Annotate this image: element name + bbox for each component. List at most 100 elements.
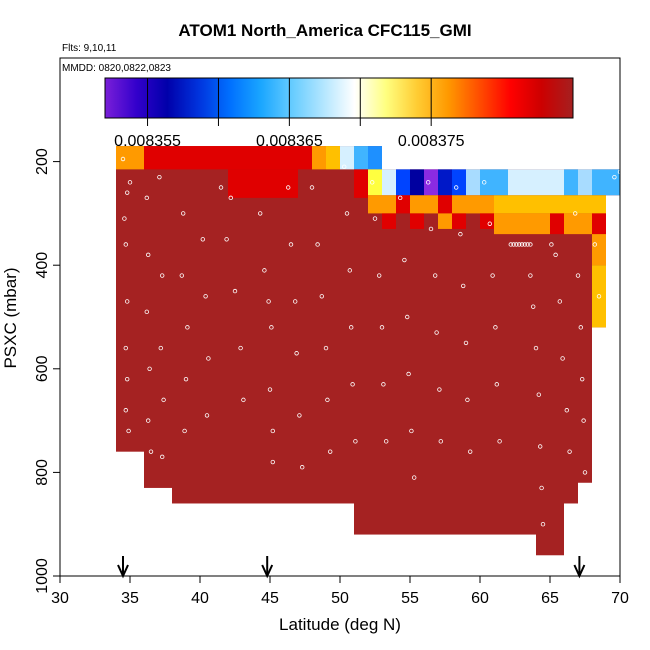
heatmap-column [424,169,438,535]
heatmap-column [494,169,508,535]
observation-point [381,382,386,387]
heatmap-cell [424,195,438,214]
observation-point [286,185,291,190]
dates-label: MMDD: 0820,0822,0823 [62,63,171,74]
observation-point [309,185,315,190]
colorbar: 0.008355 0.008365 0.008375 [104,77,574,150]
heatmap-column [368,146,382,535]
x-tick-label: 60 [471,590,489,607]
observation-point [567,449,572,454]
observation-point [433,273,438,278]
heatmap-cell [508,195,536,214]
observation-point [262,268,267,273]
heatmap-column [480,169,494,535]
observation-point [161,397,166,403]
heatmap-cell [550,195,564,214]
y-tick-label: 1000 [34,558,51,594]
observation-point [288,242,294,247]
observation-point [370,180,375,185]
observation-point [525,242,530,247]
heatmap-cell [368,169,382,196]
heatmap-cell [354,169,368,198]
observation-point [528,242,533,247]
observation-point [266,299,271,304]
observation-point [148,449,154,454]
heatmap-cell [480,169,494,196]
heatmap-cell [550,213,564,235]
heatmap-cell [452,213,466,229]
y-tick-label: 600 [34,355,51,382]
observation-point [538,444,543,449]
observation-point [517,242,522,247]
heatmap-cell [494,213,508,235]
heatmap-cell [116,146,144,170]
heatmap-cell [494,195,508,214]
heatmap-cell [480,195,494,214]
heatmap-cell [578,195,592,214]
heatmap-column [326,146,340,504]
observation-point [493,325,498,330]
observation-point [596,294,602,299]
observation-point [508,242,513,247]
observation-point [490,273,495,278]
heatmap-column [578,169,592,483]
heatmap-cell [536,195,550,214]
heatmap-cell [466,169,480,196]
x-axis-label: Latitude (deg N) [279,615,401,634]
observation-point [350,382,355,387]
observation-point [409,428,414,434]
observation-point [434,330,439,335]
observation-point [463,340,469,346]
observation-point [519,242,525,247]
heatmap-cell [438,169,452,196]
observation-point [182,428,187,434]
heatmap-cell [592,265,606,328]
heatmap-cell [452,195,466,214]
heatmap-cells [116,146,620,556]
x-tick-label: 30 [51,590,69,607]
heatmap-cell [312,146,326,170]
observation-point [539,485,544,491]
observation-point [438,439,443,444]
observation-point [300,465,305,470]
heatmap-cell [536,169,550,196]
observation-point [533,345,539,351]
observation-point [349,325,354,330]
heatmap-cell [550,169,564,196]
observation-point [379,325,385,330]
x-tick-label: 70 [611,590,629,607]
heatmap-cell [606,169,620,196]
observation-point [183,376,189,382]
colorbar-tick-label: 0.008365 [256,133,323,150]
y-tick-label: 400 [34,252,51,279]
heatmap-cell [326,146,340,170]
y-axis: 200 400 600 800 1000 [34,148,60,594]
observation-point [270,428,275,434]
observation-point [162,490,168,496]
heatmap-cell [228,169,298,198]
observation-point [206,356,211,361]
observation-point [511,242,516,247]
heatmap-column [298,146,312,504]
heatmap-column [452,169,466,535]
observation-point [581,418,586,423]
observation-point [406,371,411,377]
observation-point [531,304,536,309]
heatmap-cell [452,169,466,196]
observation-point [124,299,130,304]
observation-point [573,211,578,216]
observation-point [159,454,165,460]
observation-point [147,366,152,371]
observation-point [120,156,126,162]
observation-point [157,174,162,180]
heatmap-cell [368,146,382,170]
observation-point [428,226,434,232]
y-axis-label: PSXC (mbar) [1,267,20,368]
heatmap-cell [592,195,606,214]
observation-point [426,180,431,185]
observation-point [353,439,358,444]
observation-point [297,413,302,418]
observation-point [180,211,186,216]
x-axis: 30 35 40 45 50 55 60 65 70 [51,576,629,607]
observation-point [145,418,151,423]
